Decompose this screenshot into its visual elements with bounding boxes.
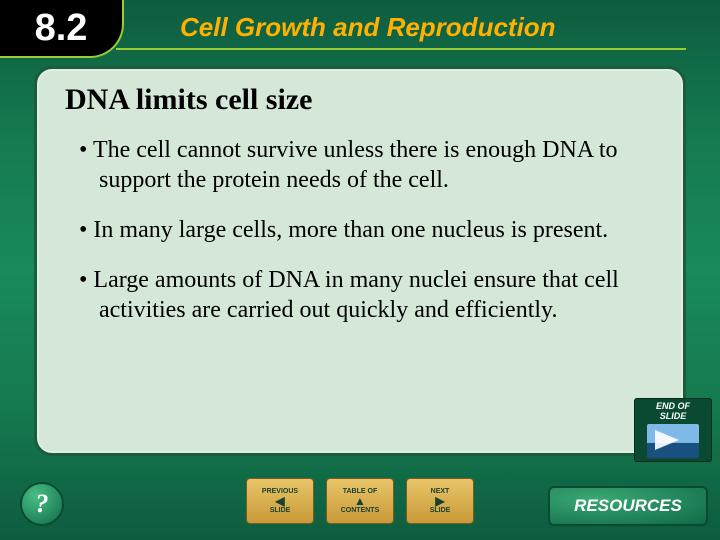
nav-label: SLIDE	[430, 507, 451, 514]
end-badge-image	[647, 424, 699, 458]
header-divider	[116, 48, 686, 50]
bullet-item: In many large cells, more than one nucle…	[65, 215, 655, 245]
end-badge-line2: SLIDE	[660, 412, 687, 422]
help-icon: ?	[36, 489, 49, 519]
content-panel: DNA limits cell size The cell cannot sur…	[34, 66, 686, 456]
resources-label: RESOURCES	[574, 496, 682, 516]
triangle-up-icon: ▲	[354, 495, 366, 507]
next-slide-button[interactable]: NEXT ▶ SLIDE	[406, 478, 474, 524]
chapter-title: Cell Growth and Reproduction	[180, 12, 556, 43]
chapter-number: 8.2	[35, 7, 88, 50]
nav-label: CONTENTS	[341, 507, 380, 514]
previous-slide-button[interactable]: PREVIOUS ◀ SLIDE	[246, 478, 314, 524]
resources-button[interactable]: RESOURCES	[548, 486, 708, 526]
bullet-item: Large amounts of DNA in many nuclei ensu…	[65, 265, 655, 325]
table-of-contents-button[interactable]: TABLE OF ▲ CONTENTS	[326, 478, 394, 524]
triangle-right-icon: ▶	[435, 495, 444, 507]
bullet-item: The cell cannot survive unless there is …	[65, 135, 655, 195]
header: 8.2 Cell Growth and Reproduction	[0, 0, 720, 62]
slide-title: DNA limits cell size	[65, 83, 655, 117]
help-button[interactable]: ?	[20, 482, 64, 526]
end-of-slide-badge: END OF SLIDE	[634, 398, 712, 462]
triangle-left-icon: ◀	[275, 495, 284, 507]
chapter-number-tab: 8.2	[0, 0, 124, 58]
nav-label: SLIDE	[270, 507, 291, 514]
